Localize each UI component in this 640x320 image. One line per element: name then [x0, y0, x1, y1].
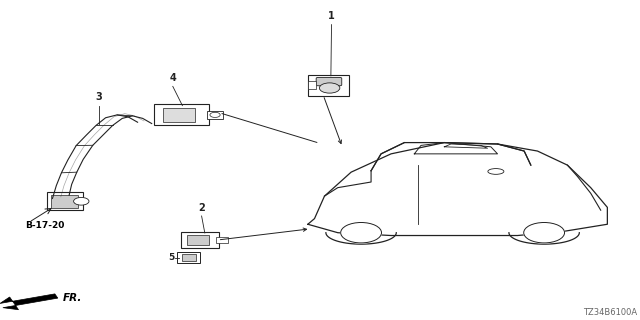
FancyBboxPatch shape	[163, 108, 195, 122]
Text: 1: 1	[328, 11, 335, 21]
Polygon shape	[0, 294, 58, 310]
Text: 3: 3	[96, 92, 102, 102]
FancyBboxPatch shape	[177, 252, 200, 263]
Circle shape	[74, 197, 89, 205]
Circle shape	[524, 222, 564, 243]
Circle shape	[340, 222, 381, 243]
Text: TZ34B6100A: TZ34B6100A	[582, 308, 637, 317]
Circle shape	[319, 83, 340, 93]
Text: FR.: FR.	[63, 293, 82, 303]
Text: B-17-20: B-17-20	[26, 221, 65, 230]
FancyBboxPatch shape	[47, 192, 83, 210]
FancyBboxPatch shape	[181, 232, 219, 248]
FancyBboxPatch shape	[308, 81, 316, 89]
FancyBboxPatch shape	[316, 77, 342, 86]
FancyBboxPatch shape	[182, 254, 196, 261]
Ellipse shape	[488, 169, 504, 174]
FancyBboxPatch shape	[154, 104, 209, 125]
FancyBboxPatch shape	[187, 235, 209, 245]
FancyBboxPatch shape	[308, 75, 349, 96]
Text: 2: 2	[198, 203, 205, 213]
FancyBboxPatch shape	[216, 237, 228, 243]
Circle shape	[210, 112, 220, 117]
Text: 4: 4	[170, 73, 176, 83]
FancyBboxPatch shape	[207, 111, 223, 119]
FancyBboxPatch shape	[51, 195, 78, 208]
Text: 5: 5	[168, 253, 175, 262]
